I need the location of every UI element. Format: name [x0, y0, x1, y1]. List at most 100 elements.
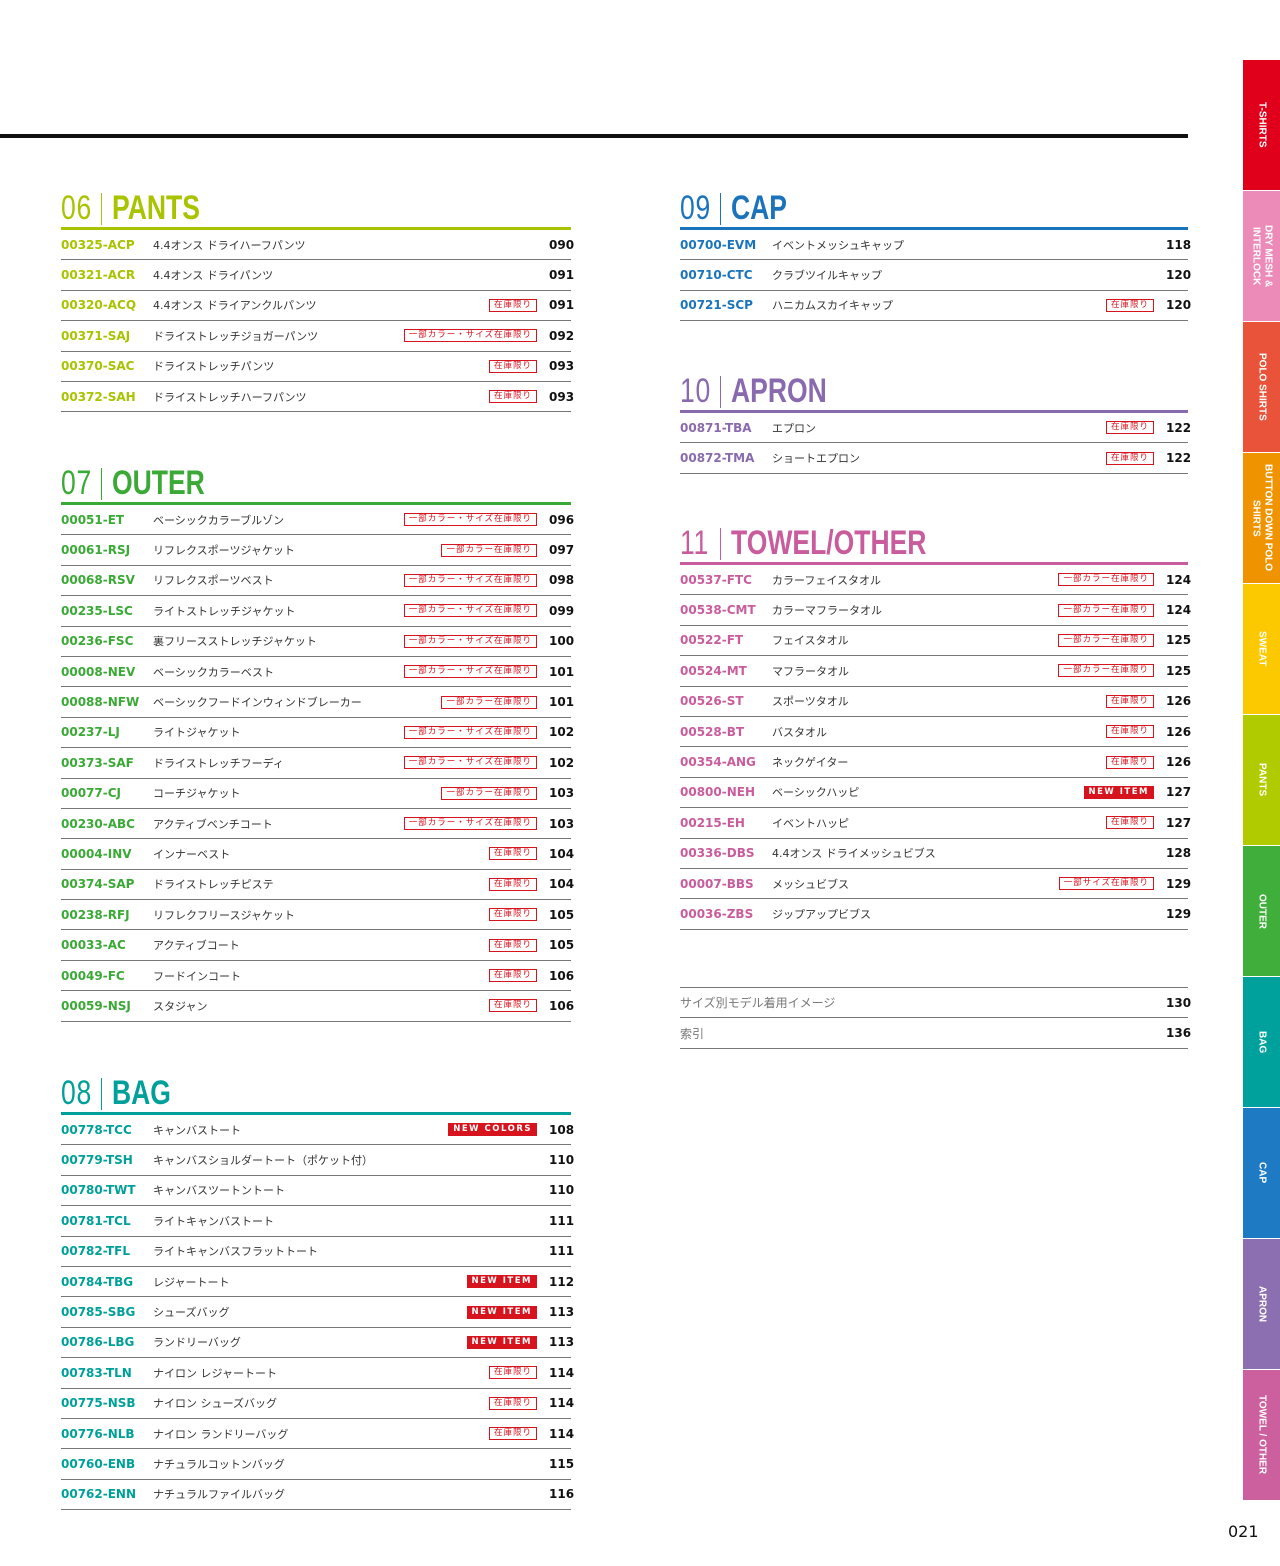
index-row[interactable]: 00779-TSH キャンバスショルダートート（ポケット付） 110 — [61, 1145, 574, 1176]
index-row[interactable]: 00522-FT フェイスタオル 一部カラー在庫限り 125 — [680, 626, 1191, 657]
index-row[interactable]: 00007-BBS メッシュビブス 一部サイズ在庫限り 129 — [680, 869, 1191, 900]
index-row[interactable]: 00781-TCL ライトキャンバストート 111 — [61, 1206, 574, 1237]
index-row[interactable]: 00762-ENN ナチュラルファイルバッグ 116 — [61, 1480, 574, 1511]
index-row[interactable]: 00710-CTC クラブツイルキャップ 120 — [680, 260, 1191, 291]
heading-divider — [101, 468, 102, 500]
tab-towel-other[interactable]: TOWEL / OTHER — [1243, 1370, 1280, 1501]
index-row[interactable]: 00776-NLB ナイロン ランドリーバッグ 在庫限り 114 — [61, 1419, 575, 1450]
index-row[interactable]: 00526-ST スポーツタオル 在庫限り 126 — [680, 687, 1191, 717]
product-code: 00782-TFL — [61, 1244, 130, 1259]
page-ref: 113 — [549, 1305, 575, 1320]
section-title: TOWEL/OTHER — [731, 524, 927, 562]
tab-label: SWEAT — [1256, 631, 1268, 667]
tab-bag[interactable]: BAG — [1243, 977, 1280, 1108]
index-row[interactable]: 00872-TMA ショートエプロン 在庫限り 122 — [680, 443, 1191, 474]
tab-pants[interactable]: PANTS — [1243, 715, 1280, 846]
index-row[interactable]: 00077-CJ コーチジャケット 一部カラー在庫限り 103 — [61, 779, 574, 809]
tab-cap[interactable]: CAP — [1243, 1108, 1280, 1239]
page-ref: 091 — [549, 268, 575, 283]
index-row[interactable]: 00760-ENB ナチュラルコットンバッグ 115 — [61, 1449, 575, 1480]
index-row[interactable]: 00049-FC フードインコート 在庫限り 106 — [61, 961, 574, 992]
index-row[interactable]: 00354-ANG ネックゲイター 在庫限り 126 — [680, 747, 1191, 778]
index-row[interactable]: 00068-RSV リフレクスポーツベスト 一部カラー・サイズ在庫限り 098 — [61, 566, 574, 597]
index-row[interactable]: 00786-LBG ランドリーバッグ NEW ITEM 113 — [61, 1328, 574, 1359]
page-ref: 114 — [549, 1426, 575, 1441]
tab-polo-shirts[interactable]: POLO SHIRTS — [1243, 322, 1280, 453]
status-badge: 一部カラー・サイズ在庫限り — [403, 634, 537, 648]
index-row[interactable]: 00538-CMT カラーマフラータオル 一部カラー在庫限り 124 — [680, 595, 1191, 626]
index-row[interactable]: 00059-NSJ スタジャン 在庫限り 106 — [61, 991, 574, 1022]
status-badge: 在庫限り — [1105, 421, 1154, 435]
index-row[interactable]: 00800-NEH ベーシックハッピ NEW ITEM 127 — [680, 778, 1191, 809]
index-row[interactable]: 00033-AC アクティブコート 在庫限り 105 — [61, 930, 574, 961]
extra-row[interactable]: サイズ別モデル着用イメージ 130 — [680, 988, 1191, 1019]
index-row[interactable]: 00061-RSJ リフレクスポーツジャケット 一部カラー在庫限り 097 — [61, 535, 574, 566]
index-row[interactable]: 00215-EH イベントハッピ 在庫限り 127 — [680, 808, 1191, 839]
tab-button-down-polo-shirts[interactable]: BUTTON DOWN POLO SHIRTS — [1243, 453, 1280, 584]
index-row[interactable]: 00008-NEV ベーシックカラーベスト 一部カラー・サイズ在庫限り 101 — [61, 657, 574, 688]
section-title: APRON — [731, 372, 827, 410]
tab-dry-mesh-interlock[interactable]: DRY MESH & INTERLOCK — [1243, 191, 1280, 322]
index-row[interactable]: 00370-SAC ドライストレッチパンツ 在庫限り 093 — [61, 352, 574, 382]
product-code: 00236-FSC — [61, 634, 134, 649]
index-row[interactable]: 00321-ACR 4.4オンス ドライパンツ 091 — [61, 260, 575, 291]
page-ref: 126 — [1166, 724, 1192, 739]
index-row[interactable]: 00004-INV インナーベスト 在庫限り 104 — [61, 839, 574, 870]
index-row[interactable]: 00871-TBA エプロン 在庫限り 122 — [680, 413, 1191, 444]
product-code: 00051-ET — [61, 512, 125, 527]
tab-apron[interactable]: APRON — [1243, 1239, 1280, 1370]
index-row[interactable]: 00374-SAP ドライストレッチピステ 在庫限り 104 — [61, 870, 575, 901]
product-code: 00781-TCL — [61, 1213, 131, 1228]
product-name: ドライストレッチパンツ — [153, 360, 275, 374]
index-row[interactable]: 00237-LJ ライトジャケット 一部カラー・サイズ在庫限り 102 — [61, 718, 574, 749]
index-row[interactable]: 00700-EVM イベントメッシュキャップ 118 — [680, 230, 1191, 261]
tab-t-shirts[interactable]: T-SHIRTS — [1243, 60, 1280, 191]
index-row[interactable]: 00537-FTC カラーフェイスタオル 一部カラー在庫限り 124 — [680, 565, 1191, 596]
index-row[interactable]: 00780-TWT キャンバスツートントート 110 — [61, 1176, 574, 1207]
page-ref: 104 — [549, 877, 575, 892]
product-name: フードインコート — [153, 969, 241, 983]
product-code: 00374-SAP — [61, 877, 135, 892]
product-code: 00538-CMT — [680, 603, 756, 618]
index-row[interactable]: 00325-ACP 4.4オンス ドライハーフパンツ 090 — [61, 230, 574, 261]
index-row[interactable]: 00528-BT バスタオル 在庫限り 126 — [680, 717, 1192, 748]
index-row[interactable]: 00036-ZBS ジップアップビブス 129 — [680, 899, 1192, 930]
product-name: レジャートート — [153, 1275, 230, 1289]
index-row[interactable]: 00088-NFW ベーシックフードインウィンドブレーカー 一部カラー在庫限り … — [61, 687, 574, 718]
tab-label: OUTER — [1256, 893, 1268, 929]
index-row[interactable]: 00783-TLN ナイロン レジャートート 在庫限り 114 — [61, 1358, 574, 1389]
status-badge: 在庫限り — [488, 1396, 537, 1410]
page-ref: 115 — [549, 1456, 575, 1471]
product-name: 裏フリースストレッチジャケット — [153, 635, 317, 649]
product-name: ネックゲイター — [772, 756, 849, 770]
tab-outer[interactable]: OUTER — [1243, 846, 1280, 977]
tab-sweat[interactable]: SWEAT — [1243, 584, 1280, 715]
index-row[interactable]: 00778-TCC キャンバストート NEW COLORS 108 — [61, 1115, 574, 1146]
index-row[interactable]: 00373-SAF ドライストレッチフーディ 一部カラー・サイズ在庫限り 102 — [61, 748, 574, 779]
section-rule — [680, 410, 1188, 413]
product-name: ライトジャケット — [153, 726, 241, 740]
section-heading: 06 PANTS — [61, 185, 571, 227]
index-row[interactable]: 00372-SAH ドライストレッチハーフパンツ 在庫限り 093 — [61, 382, 574, 413]
extra-row[interactable]: 索引 136 — [680, 1018, 1191, 1049]
index-row[interactable]: 00051-ET ベーシックカラーブルゾン 一部カラー・サイズ在庫限り 096 — [61, 505, 574, 536]
index-row[interactable]: 00236-FSC 裏フリースストレッチジャケット 一部カラー・サイズ在庫限り … — [61, 627, 574, 657]
section-rule — [61, 227, 571, 230]
status-badge: 一部カラー在庫限り — [1058, 603, 1154, 617]
page-ref: 129 — [1166, 906, 1192, 921]
index-row[interactable]: 00782-TFL ライトキャンバスフラットトート 111 — [61, 1237, 574, 1267]
index-row[interactable]: 00524-MT マフラータオル 一部カラー在庫限り 125 — [680, 656, 1191, 687]
index-row[interactable]: 00775-NSB ナイロン シューズバッグ 在庫限り 114 — [61, 1389, 574, 1419]
index-row[interactable]: 00336-DBS 4.4オンス ドライメッシュビブス 128 — [680, 839, 1191, 869]
index-row[interactable]: 00320-ACQ 4.4オンス ドライアンクルパンツ 在庫限り 091 — [61, 291, 574, 322]
index-row[interactable]: 00238-RFJ リフレクフリースジャケット 在庫限り 105 — [61, 900, 574, 931]
product-code: 00762-ENN — [61, 1487, 137, 1502]
index-row[interactable]: 00784-TBG レジャートート NEW ITEM 112 — [61, 1267, 574, 1298]
status-badge: 一部カラー在庫限り — [441, 786, 537, 800]
extra-title: 索引 — [680, 1026, 705, 1041]
index-row[interactable]: 00235-LSC ライトストレッチジャケット 一部カラー・サイズ在庫限り 09… — [61, 596, 574, 627]
index-row[interactable]: 00230-ABC アクティブベンチコート 一部カラー・サイズ在庫限り 103 — [61, 809, 574, 840]
index-row[interactable]: 00785-SBG シューズバッグ NEW ITEM 113 — [61, 1297, 575, 1328]
index-row[interactable]: 00721-SCP ハニカムスカイキャップ 在庫限り 120 — [680, 291, 1191, 322]
index-row[interactable]: 00371-SAJ ドライストレッチジョガーパンツ 一部カラー・サイズ在庫限り … — [61, 321, 574, 352]
